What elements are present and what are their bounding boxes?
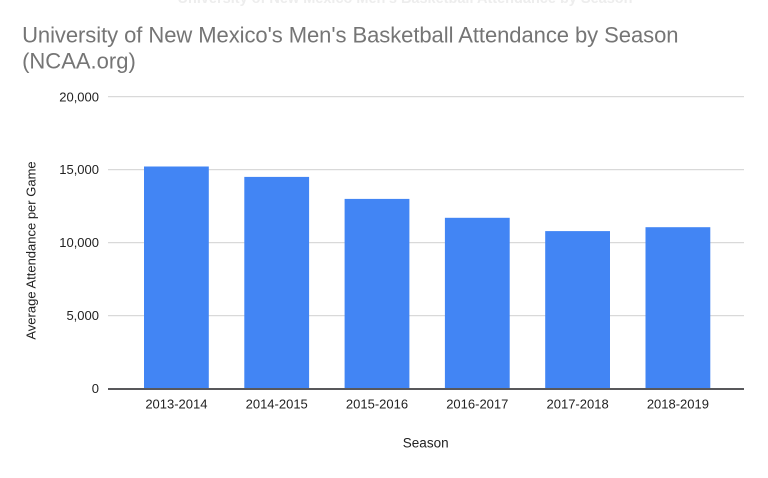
svg-text:10,000: 10,000 (59, 235, 99, 250)
svg-text:20,000: 20,000 (59, 89, 99, 104)
svg-text:5,000: 5,000 (66, 308, 99, 323)
svg-text:University of New Mexico's Men: University of New Mexico's Men's Basketb… (22, 22, 678, 47)
svg-text:15,000: 15,000 (59, 162, 99, 177)
svg-text:2014-2015: 2014-2015 (246, 397, 308, 412)
svg-text:2017-2018: 2017-2018 (547, 397, 609, 412)
svg-text:(NCAA.org): (NCAA.org) (22, 49, 136, 74)
svg-text:2015-2016: 2015-2016 (346, 397, 408, 412)
svg-text:Average Attendance per Game: Average Attendance per Game (23, 161, 38, 339)
svg-text:0: 0 (92, 381, 99, 396)
svg-text:University of New Mexico Men's: University of New Mexico Men's Basketbal… (178, 0, 633, 7)
svg-text:Season: Season (403, 436, 449, 451)
svg-text:2013-2014: 2013-2014 (145, 397, 207, 412)
svg-text:2018-2019: 2018-2019 (647, 397, 709, 412)
svg-text:2016-2017: 2016-2017 (446, 397, 508, 412)
